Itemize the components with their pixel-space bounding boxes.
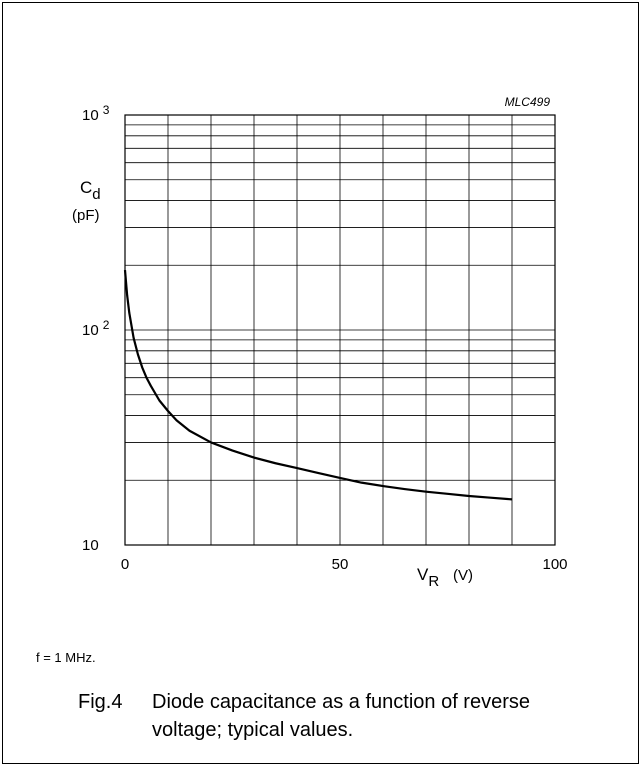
y-axis-label-sub: d [92, 186, 100, 203]
x-axis-label-sub: R [428, 573, 439, 590]
chart-grid [124, 114, 556, 546]
plot-border [124, 114, 556, 546]
y-tick-label: 10 3 [82, 103, 110, 124]
y-axis-label: Cd [80, 178, 101, 203]
caption-number: Fig.4 [78, 691, 123, 713]
x-tick-label: 100 [542, 556, 567, 573]
y-axis-unit: (pF) [72, 207, 100, 224]
x-tick-label: 50 [332, 556, 349, 573]
caption-text: Diode capacitance as a function of rever… [152, 691, 530, 741]
x-axis-unit: (V) [453, 567, 473, 584]
chart-series [123, 269, 513, 501]
x-axis-label: VR [417, 565, 439, 590]
x-tick-label: 0 [121, 556, 129, 573]
footnote: f = 1 MHz. [36, 650, 96, 665]
x-axis-label-main: V [417, 565, 429, 584]
chart-code: MLC499 [505, 95, 551, 109]
y-tick-label: 10 2 [82, 318, 110, 339]
y-tick-label: 10 [82, 537, 99, 554]
capacitance-curve [123, 269, 513, 501]
y-axis-label-main: C [80, 178, 92, 197]
